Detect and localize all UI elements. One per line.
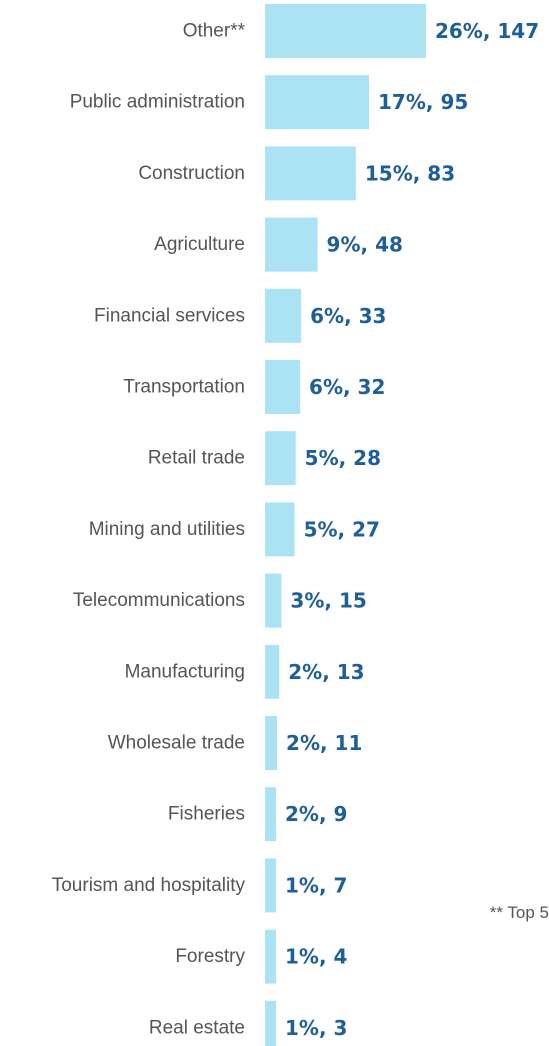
data-label: 5%, 27 bbox=[304, 517, 380, 541]
bar bbox=[265, 431, 296, 486]
data-label: 1%, 4 bbox=[285, 945, 347, 969]
category-label: Manufacturing bbox=[125, 661, 245, 682]
data-label: 17%, 95 bbox=[378, 90, 468, 114]
category-label: Wholesale trade bbox=[108, 733, 245, 754]
bar bbox=[265, 716, 278, 770]
bar bbox=[265, 787, 276, 842]
data-label: 15%, 83 bbox=[365, 161, 455, 185]
data-label: 9%, 48 bbox=[327, 233, 403, 257]
data-label: 2%, 13 bbox=[288, 660, 364, 684]
bar bbox=[265, 858, 276, 913]
bar bbox=[265, 75, 370, 130]
category-label: Mining and utilities bbox=[89, 519, 245, 540]
bar bbox=[265, 288, 302, 343]
bar bbox=[265, 502, 295, 557]
category-label: Public administration bbox=[70, 92, 245, 113]
category-label: Forestry bbox=[175, 946, 245, 967]
category-label: Construction bbox=[138, 163, 245, 184]
data-label: 2%, 11 bbox=[286, 731, 362, 755]
data-label: 26%, 147 bbox=[435, 19, 539, 43]
data-label: 2%, 9 bbox=[285, 802, 347, 826]
category-label: Transportation bbox=[123, 377, 245, 398]
category-label: Fisheries bbox=[168, 804, 245, 825]
bar bbox=[265, 1000, 276, 1046]
bars bbox=[265, 4, 426, 1046]
data-label: 1%, 3 bbox=[285, 1016, 347, 1040]
bar bbox=[265, 360, 301, 414]
bar bbox=[265, 217, 318, 272]
bar bbox=[265, 4, 426, 58]
data-label: 1%, 7 bbox=[285, 873, 347, 897]
category-label: Other** bbox=[183, 21, 246, 42]
data-label: 6%, 32 bbox=[309, 375, 385, 399]
chart-annotation: ** Top 5 bbox=[490, 903, 549, 922]
category-label: Real estate bbox=[149, 1017, 245, 1038]
data-label: 5%, 28 bbox=[305, 446, 381, 470]
category-label: Retail trade bbox=[148, 448, 245, 469]
data-label: 3%, 15 bbox=[290, 589, 366, 613]
value-labels: 26%, 147 17%, 95 15%, 83 9%, 48 6%, 33 6%, 32… bbox=[285, 19, 539, 1040]
bar bbox=[265, 573, 282, 628]
bar bbox=[265, 146, 356, 201]
category-labels: Other** Public administration Construction… bbox=[52, 21, 246, 1039]
category-label: Agriculture bbox=[154, 234, 245, 255]
data-label: 6%, 33 bbox=[310, 304, 386, 328]
category-label: Tourism and hospitality bbox=[52, 875, 246, 896]
category-label: Telecommunications bbox=[73, 590, 245, 611]
bar bbox=[265, 644, 280, 699]
category-label: Financial services bbox=[94, 305, 245, 326]
bar bbox=[265, 929, 276, 984]
